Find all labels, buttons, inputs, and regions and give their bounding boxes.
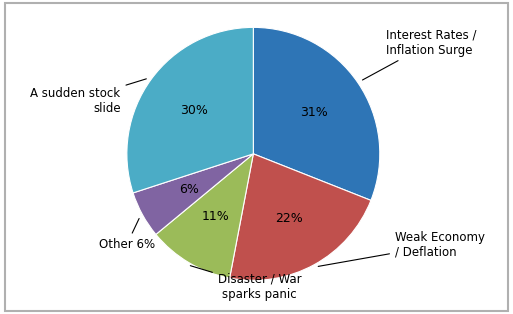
- Text: 6%: 6%: [179, 183, 199, 196]
- Text: Other 6%: Other 6%: [98, 219, 155, 252]
- Text: Interest Rates /
Inflation Surge: Interest Rates / Inflation Surge: [363, 29, 477, 80]
- Text: 31%: 31%: [300, 106, 328, 119]
- Wedge shape: [253, 27, 380, 200]
- Wedge shape: [133, 154, 253, 235]
- Text: A sudden stock
slide: A sudden stock slide: [30, 79, 146, 115]
- Text: 11%: 11%: [202, 210, 230, 224]
- Wedge shape: [230, 154, 371, 280]
- Text: 22%: 22%: [275, 212, 303, 225]
- Text: 30%: 30%: [180, 104, 208, 117]
- Wedge shape: [127, 27, 253, 193]
- Text: Disaster / War
sparks panic: Disaster / War sparks panic: [190, 266, 302, 300]
- Wedge shape: [156, 154, 253, 278]
- Text: Weak Economy
/ Deflation: Weak Economy / Deflation: [318, 231, 485, 266]
